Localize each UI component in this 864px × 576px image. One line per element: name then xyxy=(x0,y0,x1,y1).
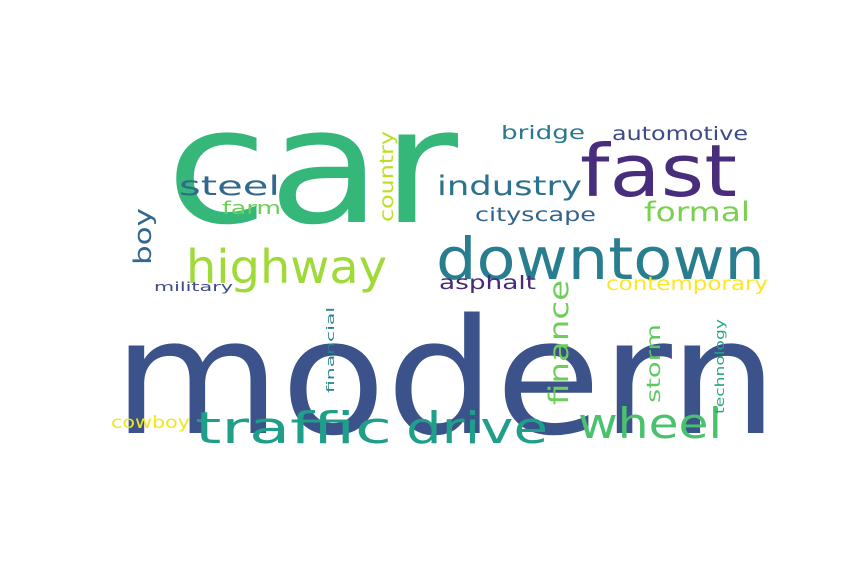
word-asphalt: asphalt xyxy=(439,272,536,294)
word-wheel: wheel xyxy=(578,399,722,448)
word-military: military xyxy=(154,280,233,294)
word-cowboy: cowboy xyxy=(111,413,190,433)
word-fast: fast xyxy=(580,129,737,213)
word-country: country xyxy=(376,131,398,222)
word-highway: highway xyxy=(186,240,387,294)
word-financial: financial xyxy=(324,307,337,393)
word-technology: technology xyxy=(713,319,727,414)
word-cityscape: cityscape xyxy=(475,204,596,226)
word-industry: industry xyxy=(437,171,582,202)
word-formal: formal xyxy=(644,197,750,228)
word-steel: steel xyxy=(179,171,280,202)
word-contemporary: contemporary xyxy=(606,273,768,295)
word-modern: modern xyxy=(113,284,778,471)
word-traffic: traffic xyxy=(195,403,392,454)
word-drive: drive xyxy=(406,403,548,454)
word-farm: farm xyxy=(222,198,281,219)
word-car: car xyxy=(166,73,458,260)
word-finance: finance xyxy=(544,280,575,405)
word-automotive: automotive xyxy=(612,123,748,145)
word-bridge: bridge xyxy=(501,122,585,144)
word-downtown: downtown xyxy=(436,225,765,293)
word-boy: boy xyxy=(129,208,157,265)
word-storm: storm xyxy=(643,324,665,403)
word-cloud-words: car modern fast downtown highway traffic drive… xyxy=(111,73,778,471)
